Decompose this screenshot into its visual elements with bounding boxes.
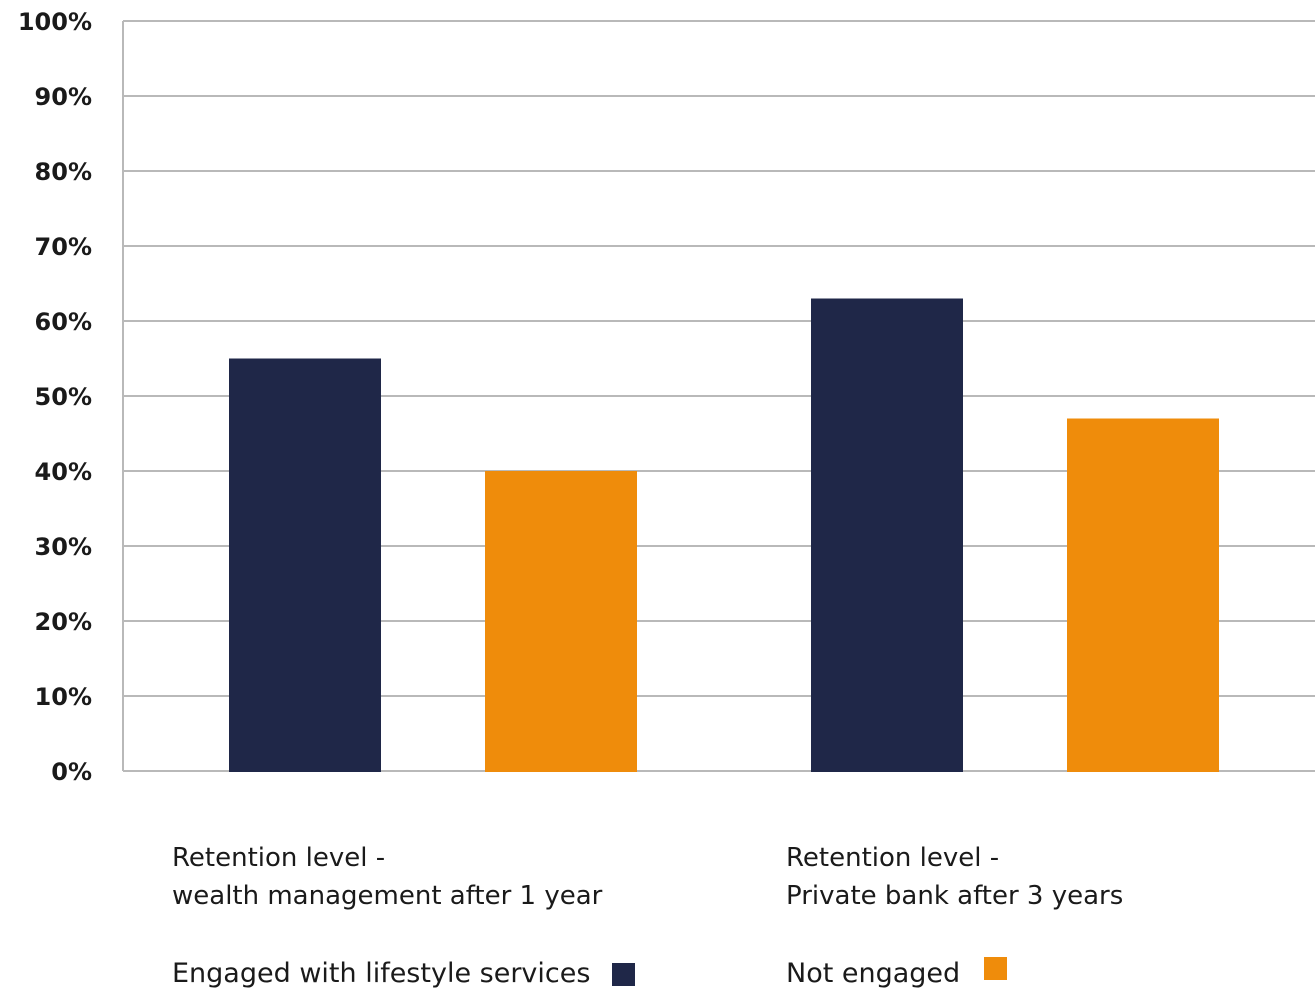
y-tick-label: 90% [35,83,92,111]
y-tick-label: 0% [51,758,92,786]
y-tick-label: 10% [35,683,92,711]
y-tick-label: 70% [35,233,92,261]
y-tick-label: 30% [35,533,92,561]
legend-label: Engaged with lifestyle services [172,958,591,989]
bar-engaged [229,358,381,772]
category-label-line: Private bank after 3 years [786,881,1124,911]
y-tick-label: 80% [35,158,92,186]
y-tick-label: 50% [35,383,92,411]
legend-item-not-engaged: Not engaged [786,954,1008,994]
retention-bar-chart: 0% 10% 20% 30% 40% 50% 60% 70% 80% 90% 100% [18,8,1315,786]
category-label-line: wealth management after 1 year [172,881,603,911]
legend-label: Not engaged [786,958,961,989]
category-label-private-bank: Retention level - Private bank after 3 y… [786,839,1123,915]
y-tick-label: 20% [35,608,92,636]
bar-not-engaged [1067,418,1219,772]
bar-not-engaged [485,471,637,772]
category-label-wealth-management: Retention level - wealth management afte… [172,839,602,915]
category-label-line: Retention level - [172,843,386,873]
legend-swatch-engaged [612,962,636,986]
y-tick-label: 40% [35,458,92,486]
legend-swatch-not-engaged [984,956,1008,980]
bars [229,298,1219,772]
category-label-line: Retention level - [786,843,1000,873]
bar-engaged [811,298,963,772]
y-tick-label: 60% [35,308,92,336]
y-tick-label: 100% [18,8,92,36]
y-axis-ticks: 0% 10% 20% 30% 40% 50% 60% 70% 80% 90% 100% [18,8,92,786]
legend-item-engaged: Engaged with lifestyle services [172,954,636,994]
